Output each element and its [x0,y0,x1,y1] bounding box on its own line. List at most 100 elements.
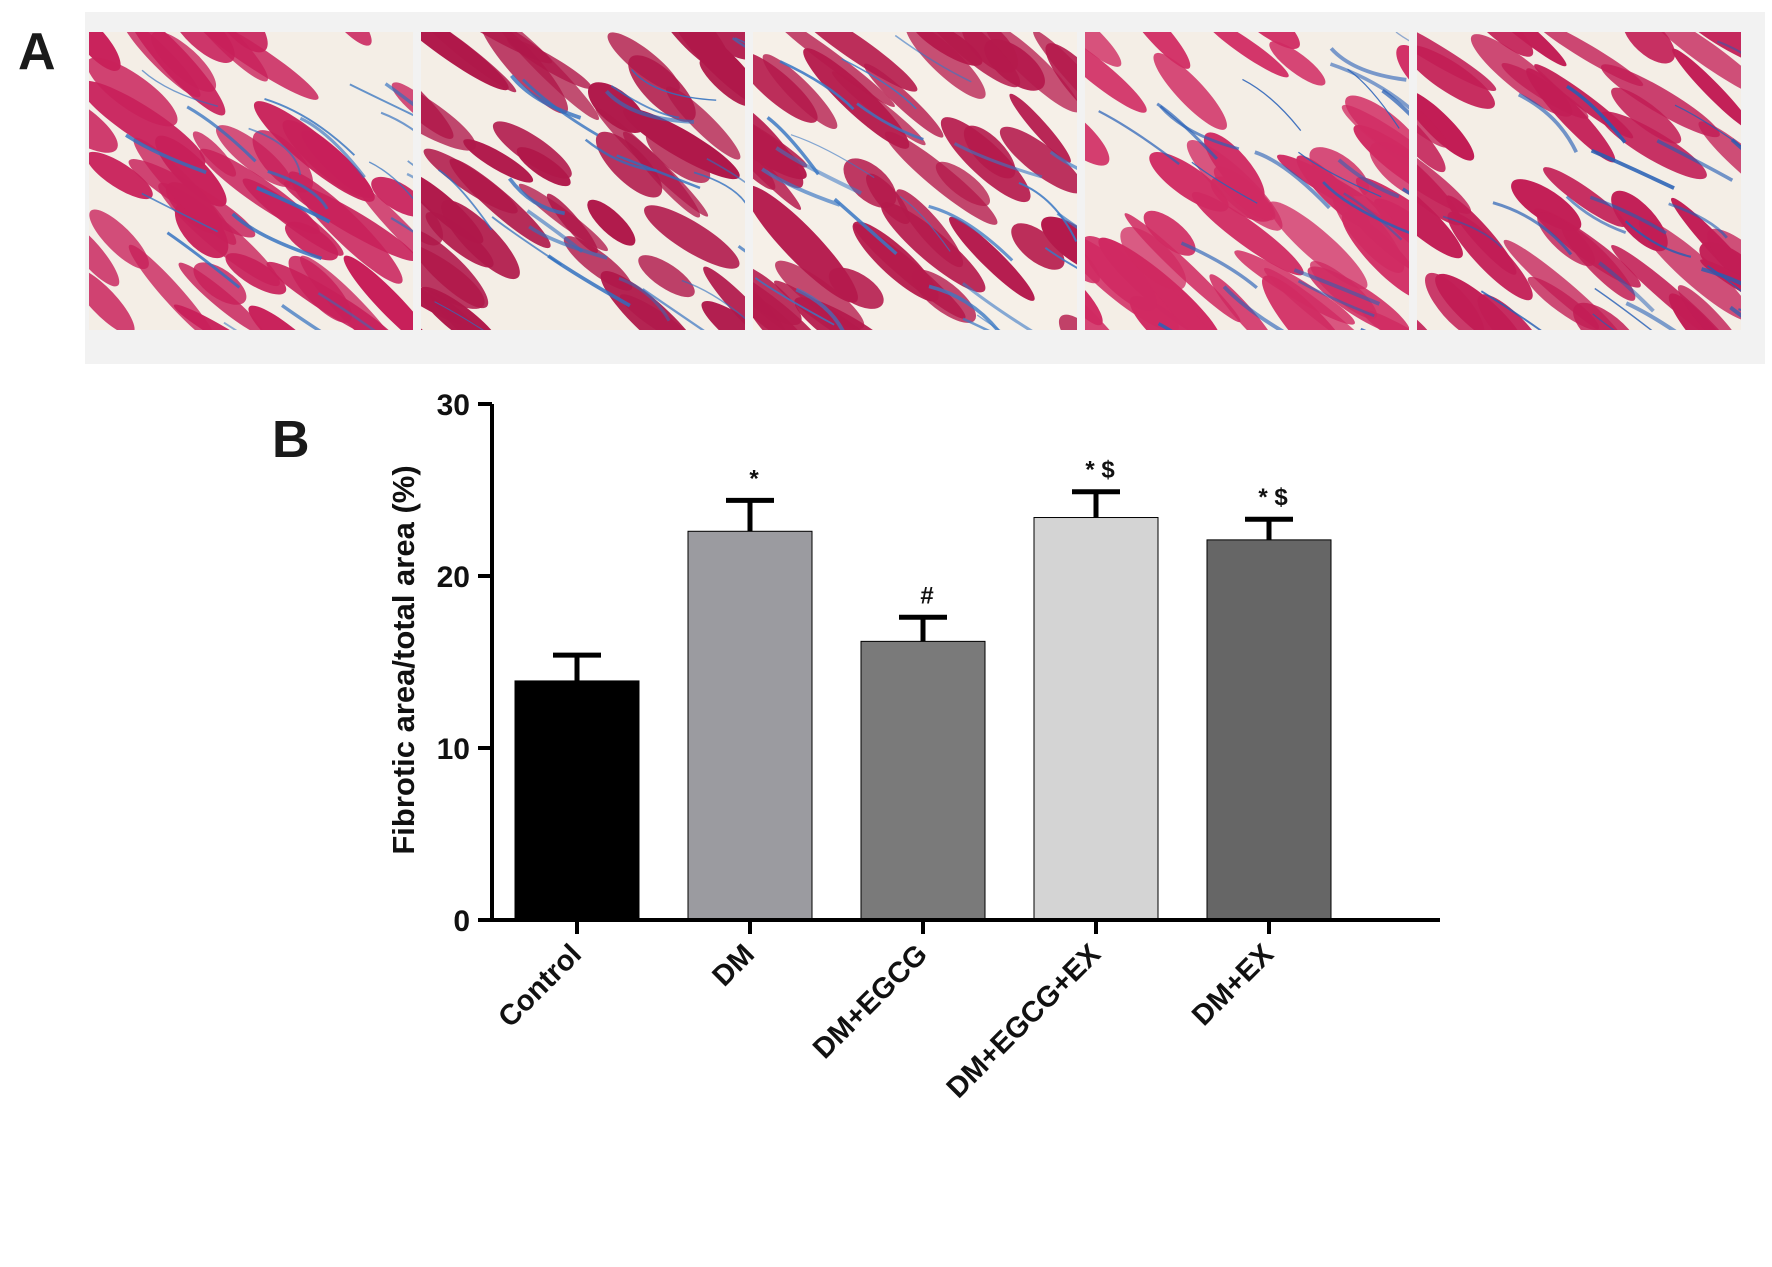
collagen-streak [368,161,413,200]
collagen-streak [928,284,1000,330]
bar-dm-egcg [860,640,986,921]
muscle-fibre [1345,95,1409,160]
muscle-fibre [192,131,237,177]
muscle-fibre [89,32,121,72]
muscle-fibre [421,195,444,246]
muscle-fibre [753,120,776,190]
collagen-streak [962,317,991,330]
muscle-fibre [1417,102,1446,173]
muscle-fibre [1396,44,1409,100]
bar-dm-egcg-ex [1033,517,1159,921]
collagen-streak [604,89,694,124]
collagen-streak [299,116,366,179]
collagen-streak [1598,261,1655,313]
muscle-fibre [679,32,745,60]
collagen-streak [754,277,835,326]
muscle-fibre [1501,62,1589,119]
collagen-streak [1592,313,1615,330]
muscle-fibre [1123,32,1191,69]
muscle-fibre [421,32,509,91]
muscle-fibre [174,200,229,259]
collagen-streak [141,192,219,233]
collagen-streak [1242,78,1302,132]
muscle-fibre [915,32,1021,88]
collagen-streak [528,225,608,260]
muscle-fibre [1085,97,1110,166]
muscle-fibre [1209,274,1279,330]
collagen-streak [1044,247,1077,269]
muscle-fibre [1085,32,1122,67]
collagen-streak [1565,195,1627,234]
collagen-streak [256,186,331,224]
collagen-streak [1716,40,1741,54]
collagen-streak [1480,290,1542,330]
muscle-fibre [284,221,339,261]
muscle-fibre [193,262,247,305]
collagen-streak [899,195,951,252]
collagen-streak [390,216,413,233]
collagen-streak [1590,148,1675,190]
muscle-fibre [356,183,413,279]
muscle-fibre [1537,212,1595,267]
muscle-fibre [672,32,745,109]
collagen-streak [1329,47,1407,82]
muscle-fibre [1136,261,1226,330]
collagen-streak [953,142,1043,179]
collagen-streak [267,170,329,210]
collagen-streak [616,154,701,190]
muscle-fibre [644,205,740,269]
collagen-streak [1668,202,1728,239]
collagen-streak [1674,104,1741,147]
collagen-streak [775,146,863,195]
muscle-fibre [1534,64,1634,139]
muscle-fibre [89,268,135,330]
muscle-fibre [1355,176,1409,276]
collagen-streak [1730,138,1741,151]
collagen-streak [681,279,745,320]
collagen-streak [734,37,745,44]
collagen-streak [737,245,745,253]
collagen-streak [856,102,924,141]
collagen-streak [231,212,323,261]
muscle-fibre [128,244,217,330]
significance-annotation: * $ [1085,457,1115,484]
muscle-fibre [1417,165,1463,259]
collagen-streak [1442,215,1503,249]
collagen-streak [186,105,257,163]
collagen-streak [1625,301,1677,330]
muscle-fibre [896,189,964,268]
bar-dm [687,530,813,921]
collagen-streak [384,82,413,107]
muscle-fibre [1191,192,1304,276]
muscle-fibre [753,185,858,303]
collagen-streak [1293,268,1381,306]
collagen-streak [1254,150,1331,210]
muscle-fibre [1203,32,1289,78]
muscle-fibre [89,80,206,167]
muscle-fibre [463,139,534,183]
muscle-fibre [1611,87,1682,144]
muscle-fibre [1058,314,1077,330]
x-tick-label: DM+EX [1186,938,1280,1032]
muscle-fibre [1435,273,1525,330]
collagen-streak [1297,279,1375,318]
bar-chart: 0 10 20 30 * # * $ * $ Control DM DM+EGCG DM+EGCG… [386,389,1440,1105]
muscle-fibre [1672,48,1741,131]
muscle-fibre [89,57,178,127]
muscle-fibre [1203,132,1265,202]
collagen-streak [833,197,898,256]
x-tick-label: DM+EGCG+EX [941,938,1108,1105]
muscle-fibre [1041,216,1077,275]
collagen-streak [1701,267,1741,286]
muscle-fibre [421,32,552,64]
collagen-streak [1707,265,1741,292]
muscle-fibre [89,220,120,287]
micrograph-control [89,32,413,330]
muscle-fibre [1234,250,1355,325]
muscle-fibre [607,32,680,92]
x-tick-label: DM+EGCG [807,938,934,1065]
muscle-fibre [1677,285,1741,330]
muscle-fibre [803,48,910,149]
muscle-fibre [1644,32,1741,98]
muscle-fibre [638,255,695,298]
